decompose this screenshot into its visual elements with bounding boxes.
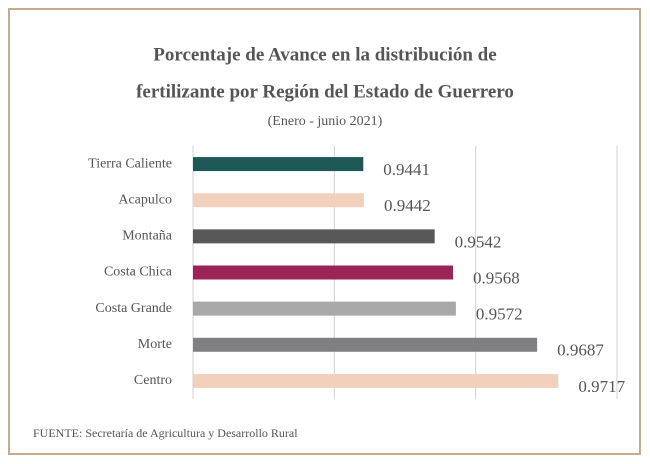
source-note: FUENTE: Secretaría de Agricultura y Desa…: [33, 426, 298, 440]
bar: [193, 193, 365, 208]
y-tick-label: Costa Grande: [95, 301, 172, 316]
bar: [193, 337, 538, 352]
value-label: 0.9441: [383, 160, 430, 179]
value-label: 0.9542: [455, 232, 502, 251]
y-tick-label: Acapulco: [118, 192, 172, 207]
y-tick-label: Montaña: [122, 229, 173, 244]
bar: [193, 265, 454, 280]
value-label: 0.9717: [578, 377, 625, 396]
chart-title: Porcentaje de Avance en la distribución …: [153, 44, 496, 65]
value-label: 0.9442: [384, 196, 431, 215]
chart-title: fertilizante por Región del Estado de Gu…: [136, 81, 514, 102]
y-tick-label: Costa Chica: [104, 265, 173, 280]
value-label: 0.9687: [557, 341, 604, 360]
value-label: 0.9568: [473, 268, 520, 287]
y-tick-label: Morte: [138, 337, 172, 352]
bar: [193, 157, 364, 172]
value-label: 0.9572: [476, 305, 523, 324]
bar: [193, 301, 456, 316]
chart-subtitle: (Enero - junio 2021): [268, 114, 383, 129]
bar: [193, 229, 435, 244]
y-tick-label: Centro: [134, 373, 172, 388]
bar: [193, 373, 559, 388]
y-tick-label: Tierra Caliente: [88, 156, 172, 171]
